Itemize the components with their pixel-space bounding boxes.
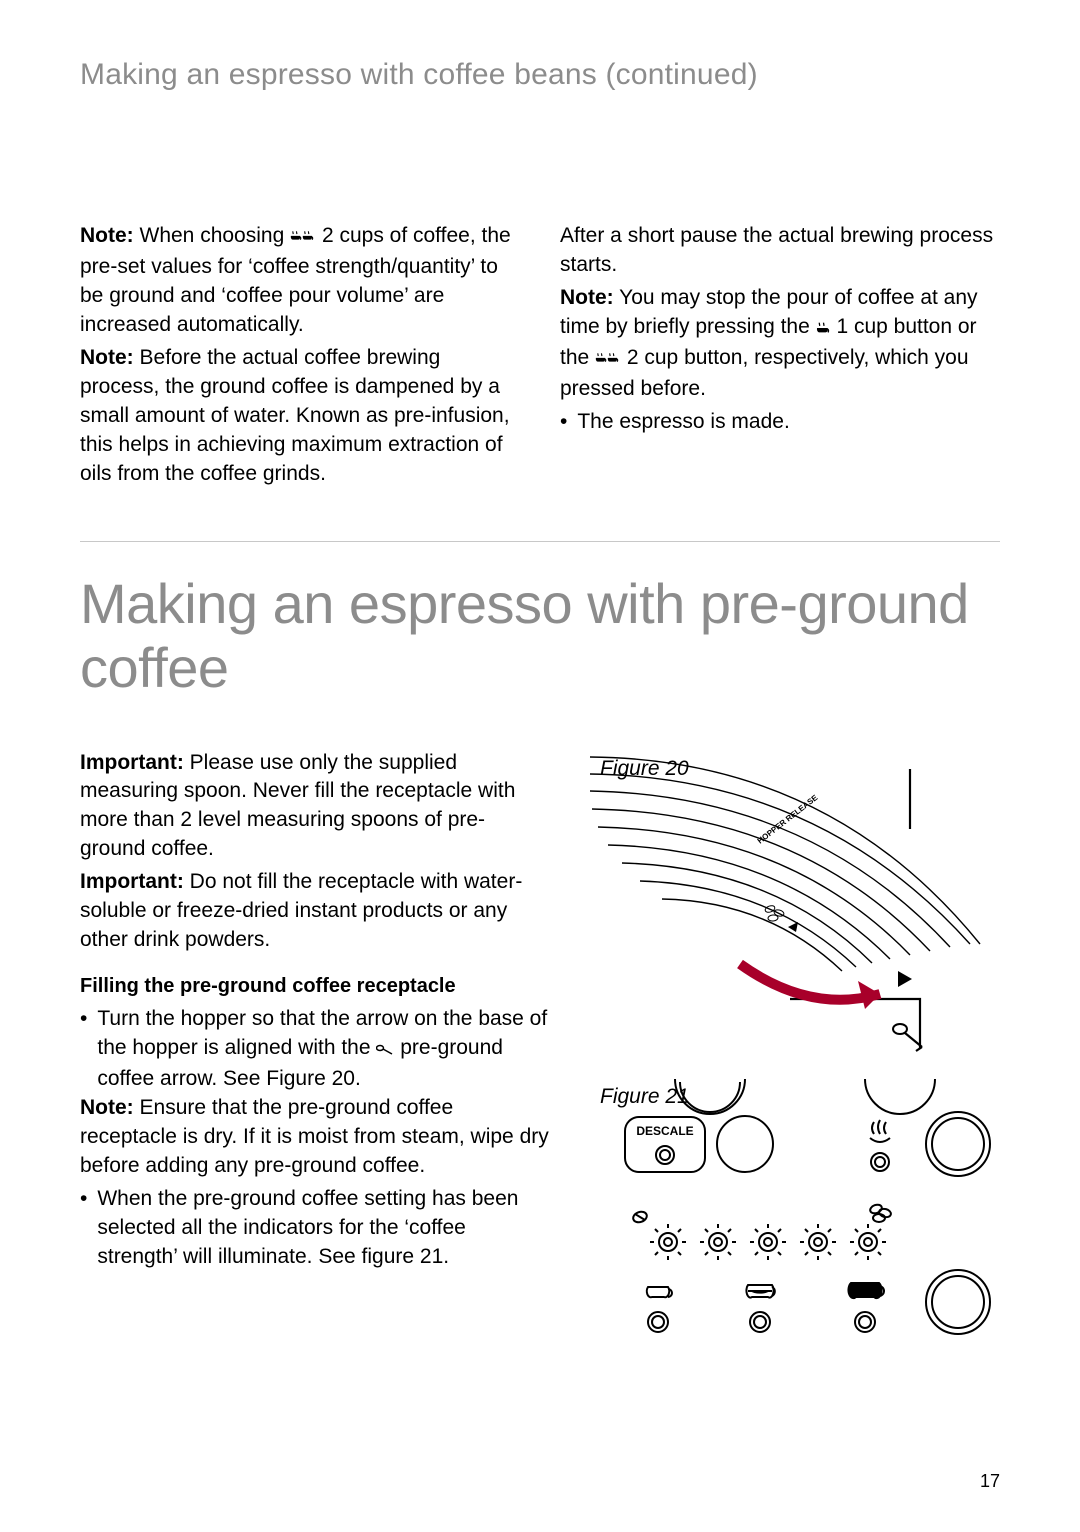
bullet-espresso-made: • The espresso is made. (560, 408, 1000, 437)
note-2: Note: Before the actual coffee brewing p… (80, 344, 520, 489)
figure-21-svg: DESCALE (580, 1077, 1000, 1347)
one-cup-icon (816, 315, 831, 344)
spoon-arrow-icon (376, 1036, 394, 1065)
lower-left-col: Important: Please use only the supplied … (80, 749, 550, 1347)
main-heading: Making an espresso with pre-ground coffe… (80, 572, 1000, 701)
lower-section: Important: Please use only the supplied … (80, 749, 1000, 1347)
bullet-dot: • (80, 1005, 87, 1094)
important-label: Important: (80, 870, 184, 893)
top-columns: Note: When choosing 2 cups of coffee, th… (80, 222, 1000, 493)
right-line1: After a short pause the actual brewing p… (560, 222, 1000, 280)
figure-20-label: Figure 20 (600, 757, 689, 781)
note-label: Note: (560, 286, 614, 309)
lower-note-text: Ensure that the pre-ground coffee recept… (80, 1096, 549, 1177)
spoon-icon (893, 1024, 922, 1051)
hopper-release-label: HOPPER RELEASE (756, 792, 820, 845)
triangle-icon (788, 922, 798, 932)
important-2: Important: Do not fill the receptacle wi… (80, 868, 550, 955)
subheading: Filling the pre-ground coffee receptacle (80, 973, 550, 1001)
figure-21-label: Figure 21 (600, 1085, 689, 1109)
bullet-text: The espresso is made. (577, 408, 1000, 437)
section-header: Making an espresso with coffee beans (co… (80, 58, 1000, 92)
bullet-1: • Turn the hopper so that the arrow on t… (80, 1005, 550, 1094)
bullet-2: • When the pre-ground coffee setting has… (80, 1185, 550, 1272)
right-note: Note: You may stop the pour of coffee at… (560, 284, 1000, 404)
note-2-text: Before the actual coffee brewing process… (80, 346, 510, 485)
two-cup-icon (595, 346, 621, 375)
important-1: Important: Please use only the supplied … (80, 749, 550, 865)
right-note-c: 2 cup button, respectively, which you pr… (560, 346, 969, 400)
triangle-icon (898, 971, 912, 987)
note-1a: When choosing (134, 224, 290, 247)
bullet-dot: • (560, 408, 567, 437)
page-number: 17 (980, 1471, 1000, 1492)
note-1: Note: When choosing 2 cups of coffee, th… (80, 222, 520, 340)
two-cup-icon (290, 224, 316, 253)
lower-right-col: Figure 20 (580, 749, 1000, 1347)
figure-20: Figure 20 (580, 749, 1000, 1059)
bullet-1-text: Turn the hopper so that the arrow on the… (97, 1005, 550, 1094)
bullet-dot: • (80, 1185, 87, 1272)
red-arrow-icon (740, 964, 880, 1009)
top-right-col: After a short pause the actual brewing p… (560, 222, 1000, 493)
figure-21: Figure 21 DESCALE (580, 1077, 1000, 1347)
bullet-2-text: When the pre-ground coffee setting has b… (97, 1185, 550, 1272)
descale-label: DESCALE (636, 1124, 693, 1138)
note-label: Note: (80, 224, 134, 247)
important-label: Important: (80, 751, 184, 774)
note-label: Note: (80, 346, 134, 369)
top-left-col: Note: When choosing 2 cups of coffee, th… (80, 222, 520, 493)
figure-20-svg: HOPPER RELEASE (580, 749, 1000, 1059)
lower-note: Note: Ensure that the pre-ground coffee … (80, 1094, 550, 1181)
note-label: Note: (80, 1096, 134, 1119)
section-divider (80, 541, 1000, 542)
